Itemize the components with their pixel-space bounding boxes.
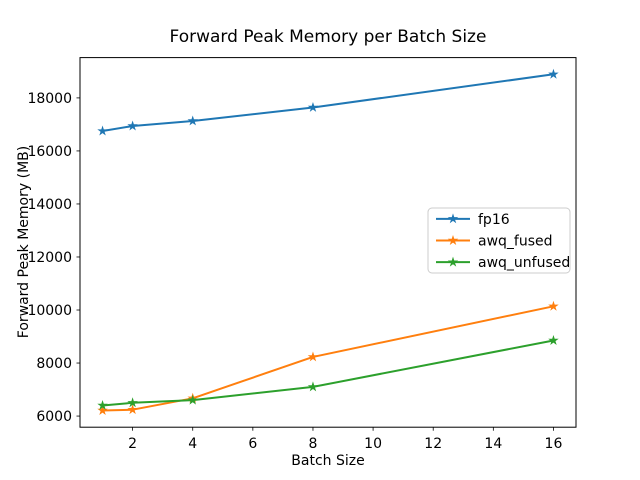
y-tick-label: 16000 [27,144,72,160]
y-tick-label: 12000 [27,250,72,266]
x-tick-label: 12 [424,436,442,452]
chart-title: Forward Peak Memory per Batch Size [169,27,487,47]
series-marker-awq_unfused [127,397,138,408]
legend-box [427,207,571,274]
x-tick-label: 14 [484,436,502,452]
series-marker-awq_unfused [97,399,108,410]
series-marker-fp16 [548,68,559,79]
y-tick-label: 14000 [27,197,72,213]
legend-marker-fp16 [447,213,459,224]
series-marker-awq_fused [97,405,108,415]
series-marker-awq_fused [307,351,319,362]
x-tick-label: 2 [128,436,137,452]
series-marker-awq_unfused [548,335,559,345]
legend-label-awq_unfused: awq_unfused [478,255,570,271]
series-marker-awq_fused [548,300,559,311]
legend-label-fp16: fp16 [478,212,510,228]
x-tick-label: 8 [309,436,318,452]
series-marker-awq_unfused [187,394,198,405]
y-tick-label: 6000 [36,409,72,425]
x-axis-label: Batch Size [291,453,365,469]
series-marker-fp16 [127,120,138,131]
legend-marker-awq_fused [447,235,459,245]
legend-label-awq_fused: awq_fused [478,234,553,250]
x-tick-label: 4 [188,436,197,452]
y-tick-label: 18000 [27,91,72,107]
x-tick-label: 10 [364,436,382,452]
x-tick-label: 6 [248,436,257,452]
series-marker-awq_unfused [307,381,319,392]
y-axis-label: Forward Peak Memory (MB) [16,145,32,339]
y-tick-label: 8000 [36,356,72,372]
legend-marker-awq_unfused [447,256,459,267]
y-tick-label: 10000 [27,303,72,319]
x-tick-label: 16 [545,436,563,452]
series-marker-awq_fused [127,404,138,415]
series-marker-fp16 [97,125,108,136]
series-marker-fp16 [307,101,319,112]
series-marker-fp16 [187,115,198,126]
